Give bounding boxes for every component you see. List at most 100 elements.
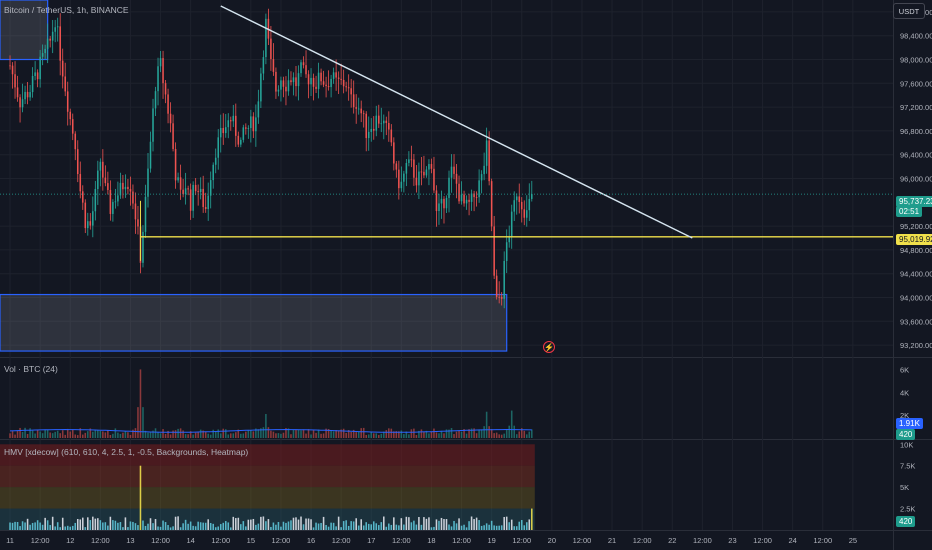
volume-bar: [310, 434, 312, 438]
volume-bar: [440, 430, 443, 438]
volume-bar: [224, 429, 227, 438]
candle: [415, 177, 418, 186]
candle: [214, 157, 217, 165]
volume-bar: [423, 431, 425, 438]
hmv-bar: [443, 519, 445, 530]
candle: [137, 219, 139, 227]
support-zone: [0, 0, 49, 61]
volume-bar: [287, 428, 290, 438]
hmv-bar: [194, 526, 197, 530]
currency-button[interactable]: USDT: [893, 3, 925, 19]
hmv-bar: [340, 527, 342, 530]
candle: [240, 139, 242, 145]
volume-bar: [257, 429, 260, 438]
volume-bar: [528, 431, 531, 438]
volume-bar: [149, 432, 152, 438]
hmv-bar: [330, 522, 332, 530]
volume-bar: [235, 432, 237, 438]
hmv-bar: [458, 518, 460, 530]
volume-bar: [478, 429, 480, 438]
volume-bar: [277, 433, 280, 438]
volume-bar: [49, 432, 51, 438]
hmv-bar: [480, 525, 483, 530]
hmv-bar: [169, 527, 172, 530]
volume-bar: [320, 433, 322, 438]
volume-bar: [468, 429, 470, 438]
hmv-bar: [114, 520, 117, 530]
volume-bar: [24, 427, 26, 438]
hmv-bar: [468, 521, 470, 530]
volume-bar: [418, 430, 420, 438]
hmv-bar: [465, 527, 468, 530]
volume-bar: [237, 429, 240, 438]
candle: [475, 197, 478, 198]
candle: [182, 189, 184, 195]
volume-bar: [500, 434, 503, 438]
candle: [515, 196, 518, 201]
candle: [109, 189, 112, 214]
volume-bar: [167, 430, 169, 438]
volume-bar: [433, 428, 435, 438]
candle: [300, 62, 302, 74]
hmv-bar: [71, 525, 74, 530]
candle: [56, 26, 59, 28]
candle: [257, 101, 260, 118]
candle: [117, 195, 119, 202]
candle: [219, 127, 222, 138]
hmv-tick-label: 10K: [900, 440, 913, 449]
volume-bar: [275, 433, 277, 438]
candle: [320, 72, 322, 82]
candle: [16, 87, 19, 98]
hmv-bar: [315, 522, 317, 530]
candle: [315, 86, 317, 89]
candle: [14, 74, 16, 88]
hmv-bar: [435, 519, 438, 530]
volume-bar: [61, 430, 64, 438]
hmv-bar: [345, 520, 347, 530]
hmv-bar: [46, 520, 49, 530]
candle: [177, 177, 179, 181]
lightning-icon[interactable]: ⚡: [543, 341, 555, 353]
volume-bar: [252, 431, 255, 438]
volume-bar: [438, 433, 440, 438]
last-price-tag: 95,737.23: [896, 196, 932, 207]
hmv-bar: [214, 527, 217, 530]
time-tick-label: 12:00: [272, 536, 291, 545]
volume-bar: [395, 431, 398, 438]
candle: [317, 72, 320, 89]
hmv-bar: [76, 519, 79, 530]
volume-bar: [102, 431, 104, 438]
symbol-legend: Bitcoin / TetherUS, 1h, BINANCE: [4, 5, 129, 15]
hmv-bar: [11, 522, 14, 530]
hmv-bar: [265, 521, 267, 530]
hmv-bar: [64, 526, 66, 530]
volume-bar: [460, 431, 463, 438]
volume-bar: [51, 433, 54, 438]
volume-bar: [390, 428, 393, 438]
hmv-bar: [31, 522, 34, 530]
hmv-bar: [66, 525, 69, 530]
hmv-bar: [240, 524, 242, 530]
volume-bar: [152, 430, 154, 438]
time-tick-label: 12:00: [813, 536, 832, 545]
countdown-tag: 02:51: [896, 206, 923, 217]
candle: [345, 86, 347, 88]
hmv-bar: [405, 516, 408, 530]
candle: [495, 275, 498, 297]
candle: [107, 183, 109, 190]
candle: [455, 173, 458, 184]
candle: [157, 66, 159, 92]
candle: [388, 122, 390, 130]
volume-bar: [154, 428, 157, 438]
hmv-bar: [460, 525, 463, 530]
hmv-bar: [9, 522, 11, 530]
candle: [162, 58, 164, 84]
volume-bar: [505, 428, 508, 438]
time-tick-label: 12:00: [753, 536, 772, 545]
hmv-bar: [347, 525, 350, 530]
candle: [405, 162, 408, 174]
hmv-bar: [36, 520, 39, 530]
volume-bar: [435, 432, 438, 438]
candle: [297, 73, 300, 87]
